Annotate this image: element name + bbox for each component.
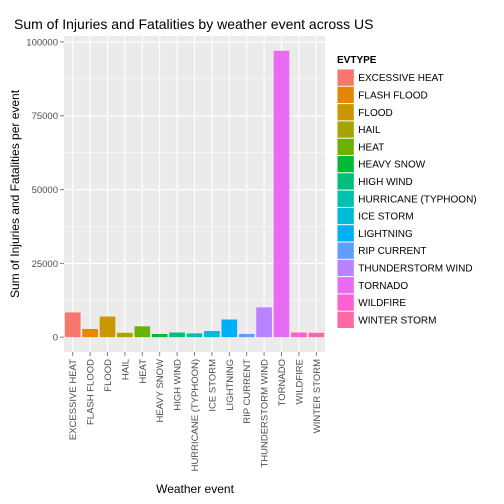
legend-title: EVTYPE bbox=[337, 55, 377, 66]
legend-swatch bbox=[337, 69, 354, 86]
bar bbox=[134, 326, 151, 338]
bar bbox=[117, 332, 133, 338]
x-tick-label: ICE STORM bbox=[207, 359, 218, 412]
bar bbox=[273, 50, 290, 338]
legend-swatch bbox=[337, 138, 354, 155]
bar bbox=[308, 332, 325, 338]
x-tick-label: WILDFIRE bbox=[294, 359, 305, 404]
legend-label: HEAVY SNOW bbox=[358, 160, 425, 171]
legend-label: ICE STORM bbox=[358, 212, 413, 223]
x-tick-label: TORNADO bbox=[277, 359, 288, 406]
legend-label: FLASH FLOOD bbox=[358, 90, 427, 101]
legend-label: LIGHTNING bbox=[358, 229, 413, 240]
legend-swatch bbox=[337, 225, 354, 242]
y-tick-label: 100000 bbox=[26, 37, 58, 48]
bar bbox=[99, 316, 116, 338]
x-tick-label: WINTER STORM bbox=[312, 359, 323, 433]
bar bbox=[256, 307, 272, 338]
x-tick-label: THUNDERSTORM WIND bbox=[260, 359, 271, 468]
legend-label: WINTER STORM bbox=[358, 315, 436, 326]
bar bbox=[238, 333, 255, 338]
bar bbox=[204, 331, 220, 338]
legend-label: HURRICANE (TYPHOON) bbox=[358, 194, 476, 205]
x-axis-title: Weather event bbox=[156, 482, 234, 496]
y-tick-label: 25000 bbox=[32, 259, 58, 270]
x-tick-label: HAIL bbox=[120, 359, 131, 380]
legend-swatch bbox=[337, 242, 354, 259]
bar bbox=[221, 319, 238, 338]
legend-swatch bbox=[337, 86, 354, 104]
y-axis-title: Sum of Injuries and Fatalities per event bbox=[8, 89, 22, 298]
y-axis-ticks: 0 25000 50000 75000 100000 bbox=[26, 37, 64, 344]
bar bbox=[169, 332, 185, 338]
bars bbox=[64, 50, 325, 338]
chart-title: Sum of Injuries and Fatalities by weathe… bbox=[14, 16, 374, 32]
legend-swatch bbox=[337, 121, 354, 138]
y-tick-label: 50000 bbox=[32, 185, 58, 196]
x-axis-ticks: EXCESSIVE HEAT FLASH FLOOD FLOOD HAIL HEAT HE… bbox=[68, 352, 323, 471]
y-tick-label: 0 bbox=[53, 333, 58, 344]
legend-label: FLOOD bbox=[358, 108, 392, 119]
x-tick-label: HURRICANE (TYPHOON) bbox=[190, 359, 201, 471]
legend-items: EXCESSIVE HEAT FLASH FLOOD FLOOD HAIL HEAT HE… bbox=[336, 68, 477, 329]
legend-swatch bbox=[337, 156, 354, 173]
legend-swatch bbox=[337, 104, 354, 121]
legend-swatch bbox=[337, 294, 354, 311]
legend-label: RIP CURRENT bbox=[358, 246, 426, 257]
legend-swatch bbox=[337, 190, 354, 207]
legend-label: HEAT bbox=[358, 142, 384, 153]
x-tick-label: RIP CURRENT bbox=[242, 359, 253, 424]
y-tick-label: 75000 bbox=[32, 111, 58, 122]
bar bbox=[186, 333, 203, 338]
legend-label: THUNDERSTORM WIND bbox=[358, 263, 472, 274]
x-tick-label: EXCESSIVE HEAT bbox=[68, 359, 79, 440]
x-tick-label: HEAT bbox=[138, 359, 149, 384]
legend-label: TORNADO bbox=[358, 281, 408, 292]
legend-swatch bbox=[337, 311, 354, 328]
bar bbox=[291, 332, 307, 338]
legend-label: HIGH WIND bbox=[358, 177, 412, 188]
x-tick-label: FLASH FLOOD bbox=[86, 359, 97, 425]
legend-label: EXCESSIVE HEAT bbox=[358, 73, 443, 84]
legend-swatch bbox=[337, 259, 354, 277]
legend-swatch bbox=[337, 173, 354, 190]
bar bbox=[64, 312, 81, 338]
bar bbox=[151, 333, 168, 338]
bar bbox=[82, 328, 98, 338]
x-tick-label: LIGHTNING bbox=[225, 359, 236, 411]
legend-swatch bbox=[337, 277, 354, 294]
x-tick-label: FLOOD bbox=[103, 359, 114, 392]
x-tick-label: HEAVY SNOW bbox=[155, 359, 166, 423]
x-tick-label: HIGH WIND bbox=[173, 359, 184, 411]
legend: EVTYPE EXCESSIVE HEAT FLASH FLOOD FLOOD HAI… bbox=[336, 55, 477, 329]
legend-label: WILDFIRE bbox=[358, 298, 406, 309]
legend-label: HAIL bbox=[358, 125, 381, 136]
legend-swatch bbox=[337, 207, 354, 225]
